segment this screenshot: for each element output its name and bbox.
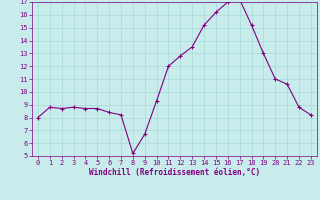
X-axis label: Windchill (Refroidissement éolien,°C): Windchill (Refroidissement éolien,°C) (89, 168, 260, 177)
